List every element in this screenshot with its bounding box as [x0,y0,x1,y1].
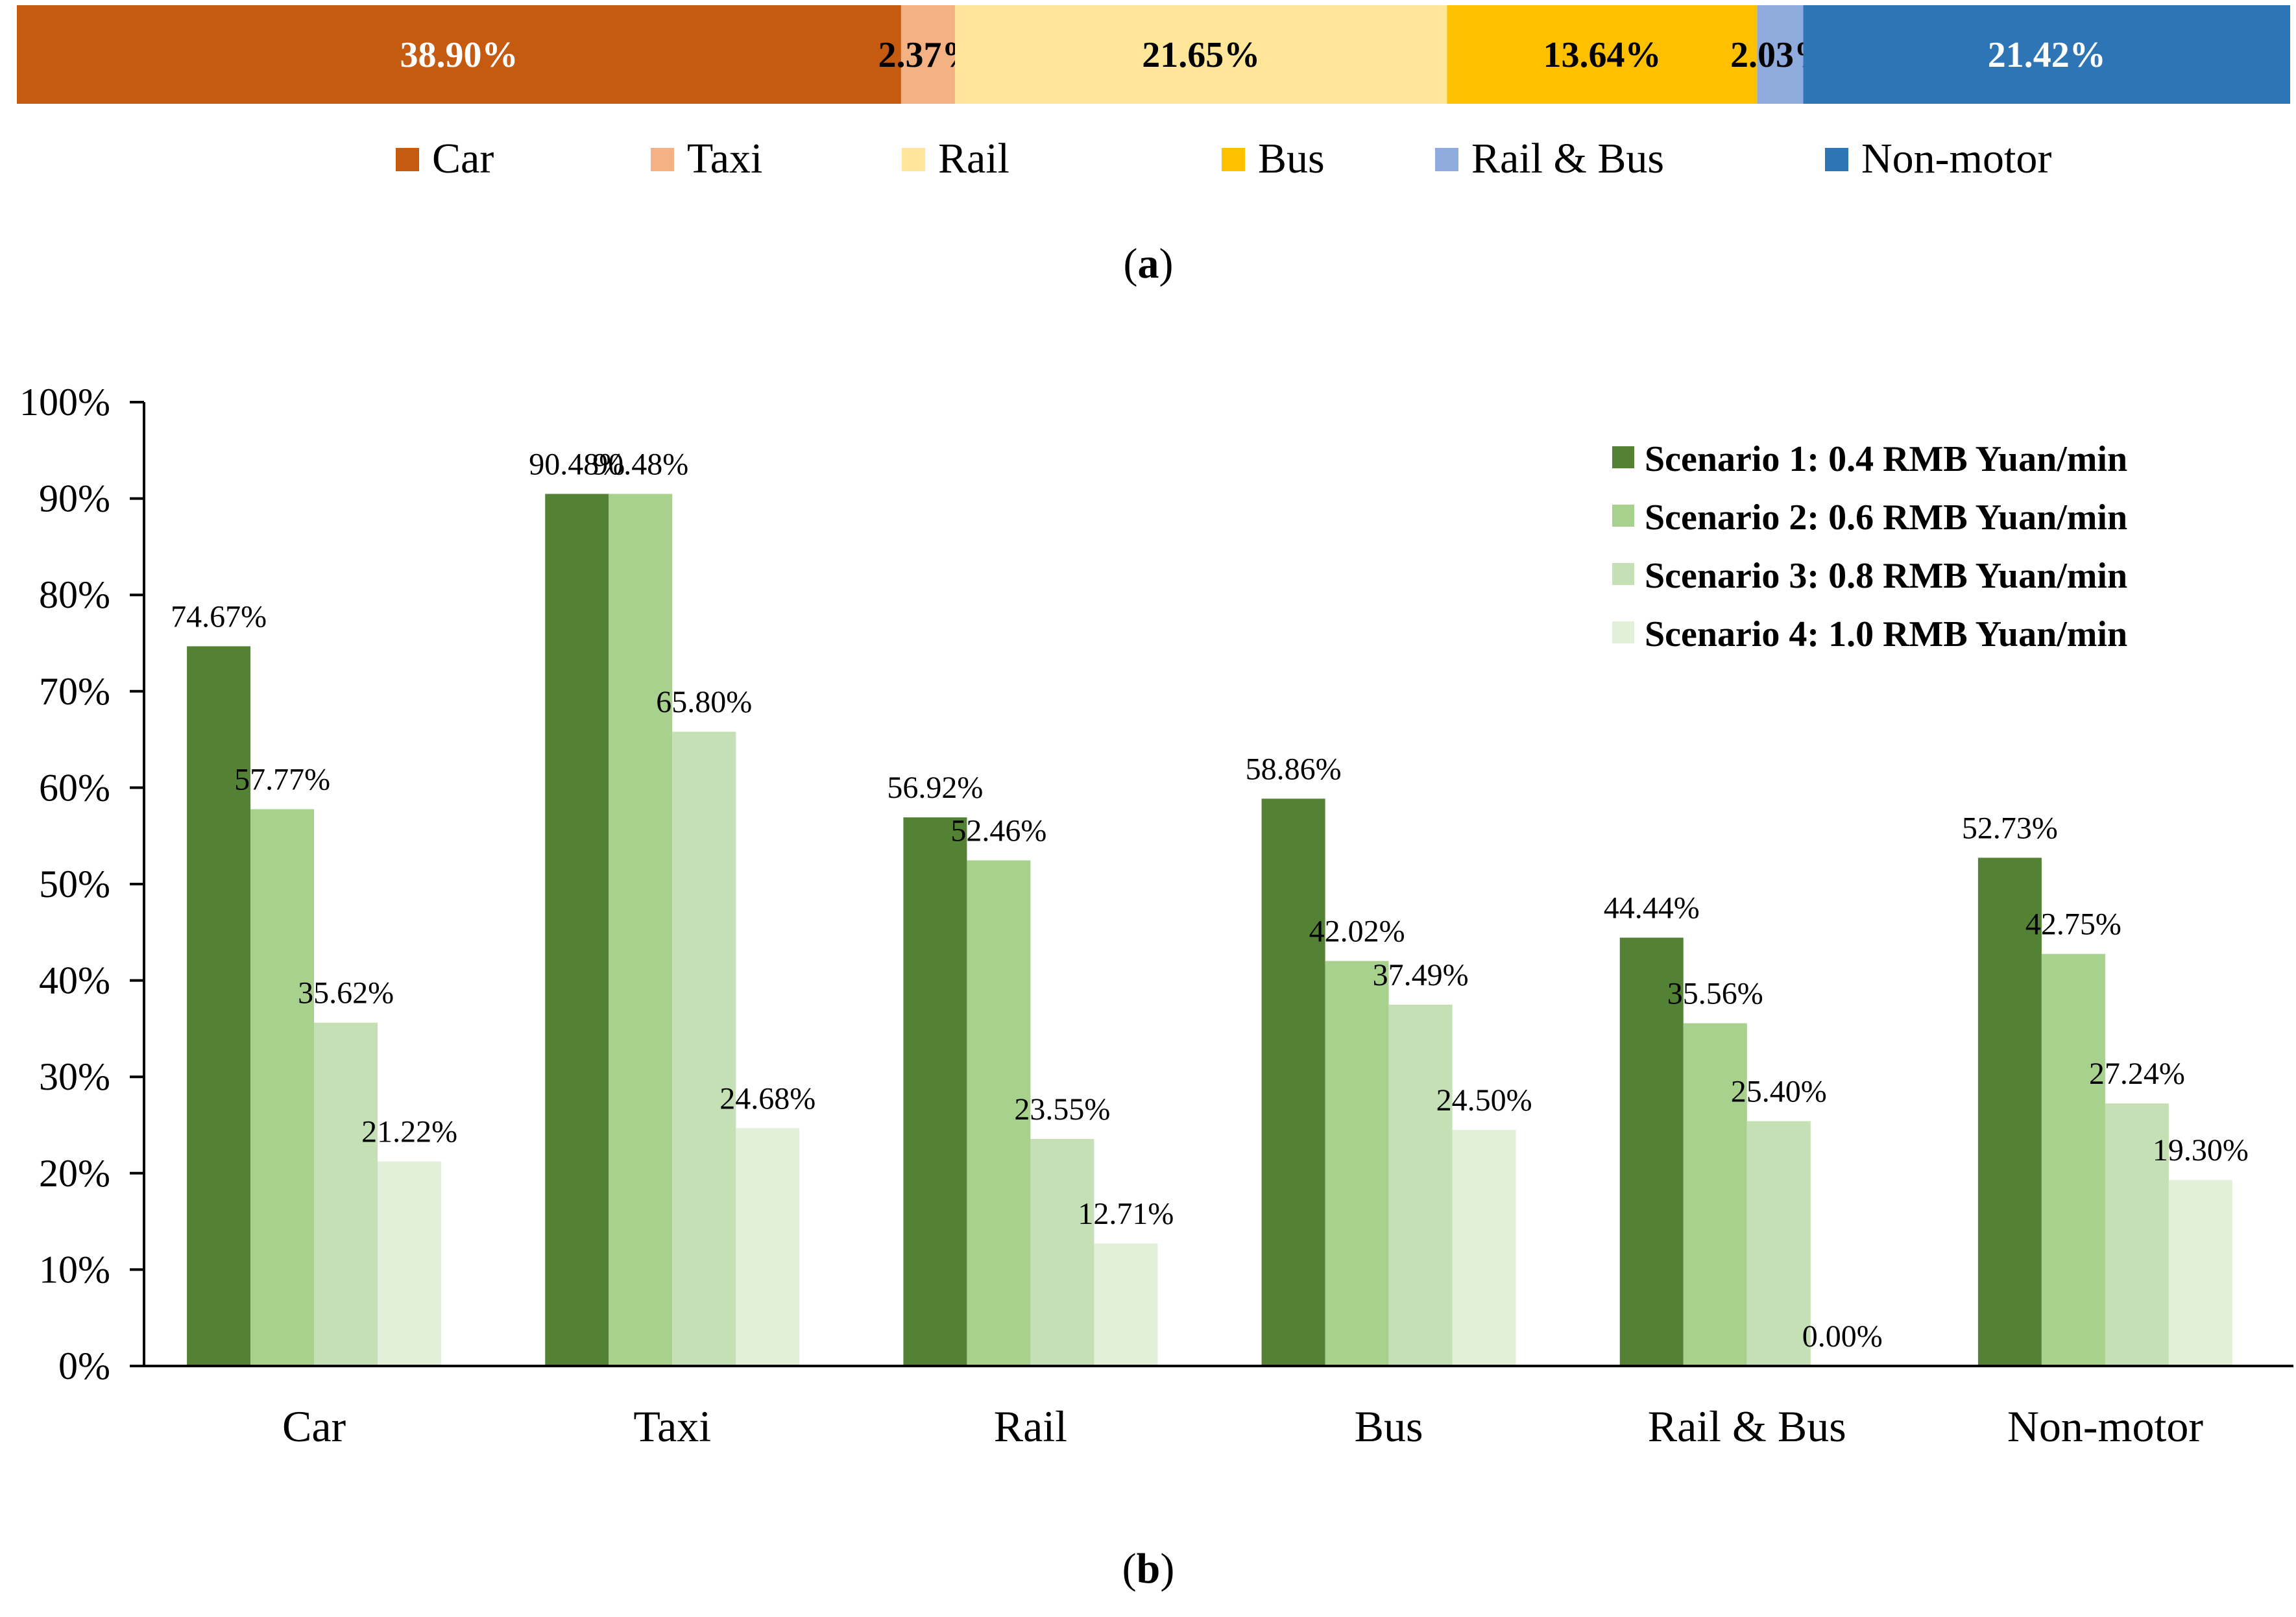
legend-label-car: Car [432,135,494,182]
bar-label-rail-and-bus-scenario-1: 44.44% [1604,891,1700,926]
bar-label-rail-scenario-3: 23.55% [1014,1092,1110,1127]
bar-taxi-scenario-1 [545,494,609,1366]
legend-swatch-rail-and-bus [1435,148,1458,171]
legend-swatch-scenario-3 [1612,563,1634,585]
bar-label-taxi-scenario-2: 90.48% [592,447,688,481]
legend-swatch-non-motor [1825,148,1848,171]
segment-label-rail: 21.65% [1142,35,1260,75]
segment-label-non-motor: 21.42% [1988,35,2106,75]
x-tick-label-car: Car [282,1402,346,1451]
y-tick-label: 10% [39,1248,110,1291]
bar-label-rail-and-bus-scenario-2: 35.56% [1667,977,1763,1011]
legend-label-scenario-1: Scenario 1: 0.4 RMB Yuan/min [1645,439,2127,479]
y-tick-label: 60% [39,766,110,809]
bar-label-car-scenario-2: 57.77% [234,763,330,797]
chart-canvas: 38.90% 2.37% 21.65% 13.64% 2.03% 21.42% Car Ta… [0,0,2296,1614]
legend-label-scenario-3: Scenario 3: 0.8 RMB Yuan/min [1645,556,2127,596]
bar-label-rail-and-bus-scenario-4: 0.00% [1802,1319,1883,1354]
bar-label-taxi-scenario-4: 24.68% [719,1081,816,1116]
bar-rail-scenario-1 [903,817,967,1366]
panel-b-label: (b) [1122,1545,1175,1592]
legend-swatch-scenario-4 [1612,621,1634,643]
legend-swatch-car [396,148,419,171]
x-tick-label-bus: Bus [1355,1402,1423,1451]
y-tick-label: 20% [39,1152,110,1195]
bar-taxi-scenario-3 [672,732,736,1366]
y-tick-label: 30% [39,1055,110,1098]
bar-non-motor-scenario-2 [2042,954,2105,1366]
bar-car-scenario-3 [314,1023,378,1366]
bar-rail-and-bus-scenario-3 [1747,1121,1811,1366]
y-tick-label: 50% [39,863,110,905]
bar-label-bus-scenario-3: 37.49% [1373,958,1469,992]
legend-label-taxi: Taxi [687,135,762,182]
x-tick-label-taxi: Taxi [633,1402,711,1451]
bar-label-non-motor-scenario-2: 42.75% [2025,907,2121,942]
bar-label-bus-scenario-4: 24.50% [1436,1083,1532,1118]
bar-label-rail-scenario-4: 12.71% [1078,1197,1174,1231]
bar-rail-scenario-3 [1030,1139,1094,1366]
bar-bus-scenario-3 [1389,1005,1453,1366]
bar-bus-scenario-2 [1325,961,1389,1366]
bar-label-car-scenario-1: 74.67% [171,599,267,634]
y-tick-label: 40% [39,959,110,1002]
legend-label-rail: Rail [938,135,1009,182]
bar-label-rail-scenario-2: 52.46% [950,813,1046,848]
bar-label-bus-scenario-1: 58.86% [1246,752,1342,786]
y-tick-label: 100% [19,381,110,424]
bar-label-bus-scenario-2: 42.02% [1309,915,1405,949]
bar-bus-scenario-1 [1262,798,1325,1366]
x-tick-label-rail-and-bus: Rail & Bus [1648,1402,1846,1451]
bar-taxi-scenario-4 [736,1128,799,1366]
bar-label-rail-scenario-1: 56.92% [887,771,983,805]
bar-label-non-motor-scenario-1: 52.73% [1962,811,2058,845]
y-tick-label: 70% [39,670,110,713]
bar-taxi-scenario-2 [609,494,672,1366]
legend-label-bus: Bus [1258,135,1325,182]
bar-label-car-scenario-4: 21.22% [361,1115,457,1149]
legend-swatch-rail [902,148,925,171]
legend-swatch-bus [1222,148,1245,171]
bar-car-scenario-4 [378,1162,441,1366]
legend-label-rail-and-bus: Rail & Bus [1471,135,1664,182]
figure: 38.90% 2.37% 21.65% 13.64% 2.03% 21.42% Car Ta… [0,0,2296,1614]
legend-label-scenario-2: Scenario 2: 0.6 RMB Yuan/min [1645,497,2127,538]
segment-label-bus: 13.64% [1543,35,1661,75]
legend-swatch-taxi [651,148,674,171]
bar-label-taxi-scenario-3: 65.80% [656,685,752,719]
segment-label-car: 38.90% [400,35,518,75]
bar-label-non-motor-scenario-3: 27.24% [2089,1057,2185,1091]
y-tick-label: 90% [39,477,110,520]
legend-swatch-scenario-2 [1612,505,1634,527]
y-tick-label: 0% [58,1345,110,1387]
bar-rail-scenario-4 [1094,1243,1157,1366]
bar-label-rail-and-bus-scenario-3: 25.40% [1731,1075,1827,1109]
panel-a-stacked-bar: 38.90% 2.37% 21.65% 13.64% 2.03% 21.42% [17,5,2290,104]
bar-label-car-scenario-3: 35.62% [298,976,394,1011]
x-tick-label-non-motor: Non-motor [2007,1402,2204,1451]
bar-car-scenario-2 [250,809,314,1366]
legend-label-non-motor: Non-motor [1861,135,2051,182]
bar-label-non-motor-scenario-4: 19.30% [2153,1133,2249,1168]
legend-swatch-scenario-1 [1612,446,1634,468]
bar-car-scenario-1 [187,646,250,1366]
y-tick-label: 80% [39,573,110,616]
x-tick-label-rail: Rail [994,1402,1067,1451]
bar-bus-scenario-4 [1453,1130,1516,1366]
legend-label-scenario-4: Scenario 4: 1.0 RMB Yuan/min [1645,614,2127,654]
bar-non-motor-scenario-4 [2169,1180,2232,1366]
panel-a-label: (a) [1124,240,1174,287]
